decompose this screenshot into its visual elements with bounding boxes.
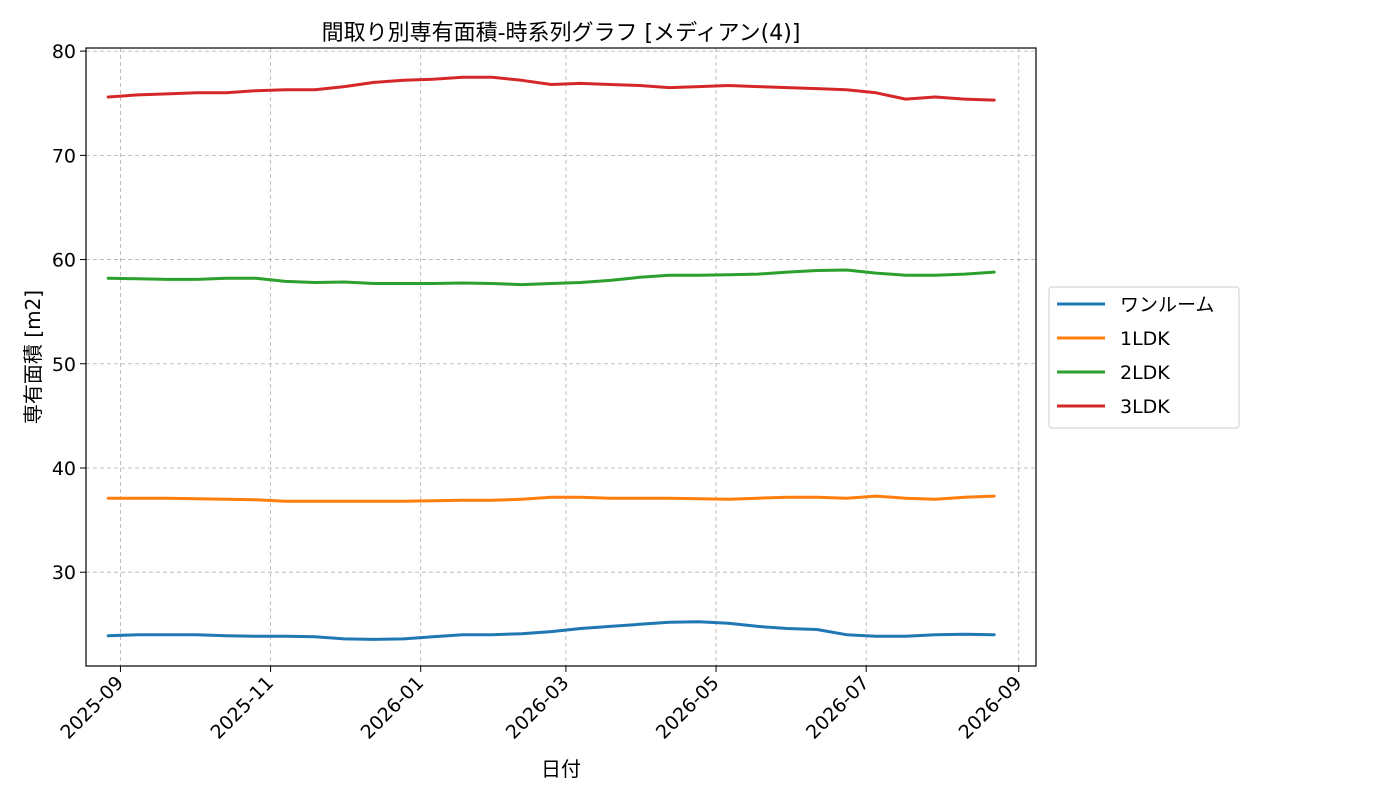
y-axis-ticks: 30 40 50 60 70 80 xyxy=(52,41,86,584)
legend-label-1: 1LDK xyxy=(1120,328,1170,350)
y-axis-label: 専有面積 [m2] xyxy=(21,290,45,424)
plot-frame xyxy=(85,47,1037,667)
x-axis-label: 日付 xyxy=(541,757,581,781)
x-tick-label: 2025-11 xyxy=(206,672,278,744)
x-axis-ticks: 2025-09 2025-11 2026-01 2026-03 2026-05 2026-… xyxy=(56,666,1026,744)
y-tick-label: 70 xyxy=(52,145,76,167)
y-tick-label: 40 xyxy=(52,458,76,480)
series-line-0 xyxy=(106,620,996,641)
grid-lines xyxy=(86,48,1036,666)
x-tick-label: 2026-09 xyxy=(955,672,1027,744)
legend-label-2: 2LDK xyxy=(1120,362,1170,384)
series-line-1 xyxy=(106,494,996,503)
y-tick-label: 50 xyxy=(52,354,76,376)
y-tick-label: 60 xyxy=(52,250,76,272)
legend-box xyxy=(1048,286,1240,429)
series-lines xyxy=(106,75,996,641)
y-tick-label: 80 xyxy=(52,41,76,63)
x-tick-label: 2026-07 xyxy=(802,672,874,744)
x-tick-label: 2025-09 xyxy=(56,672,128,744)
x-tick-label: 2026-05 xyxy=(652,672,724,744)
legend-label-0: ワンルーム xyxy=(1120,294,1214,316)
legend-label-3: 3LDK xyxy=(1120,396,1170,418)
x-tick-label: 2026-03 xyxy=(502,672,574,744)
series-line-3 xyxy=(106,75,996,102)
x-tick-label: 2026-01 xyxy=(357,672,429,744)
chart-title: 間取り別専有面積-時系列グラフ [メディアン(4)] xyxy=(322,21,801,46)
legend: ワンルーム 1LDK 2LDK 3LDK xyxy=(1048,286,1240,429)
series-line-2 xyxy=(106,268,996,287)
y-tick-label: 30 xyxy=(52,562,76,584)
